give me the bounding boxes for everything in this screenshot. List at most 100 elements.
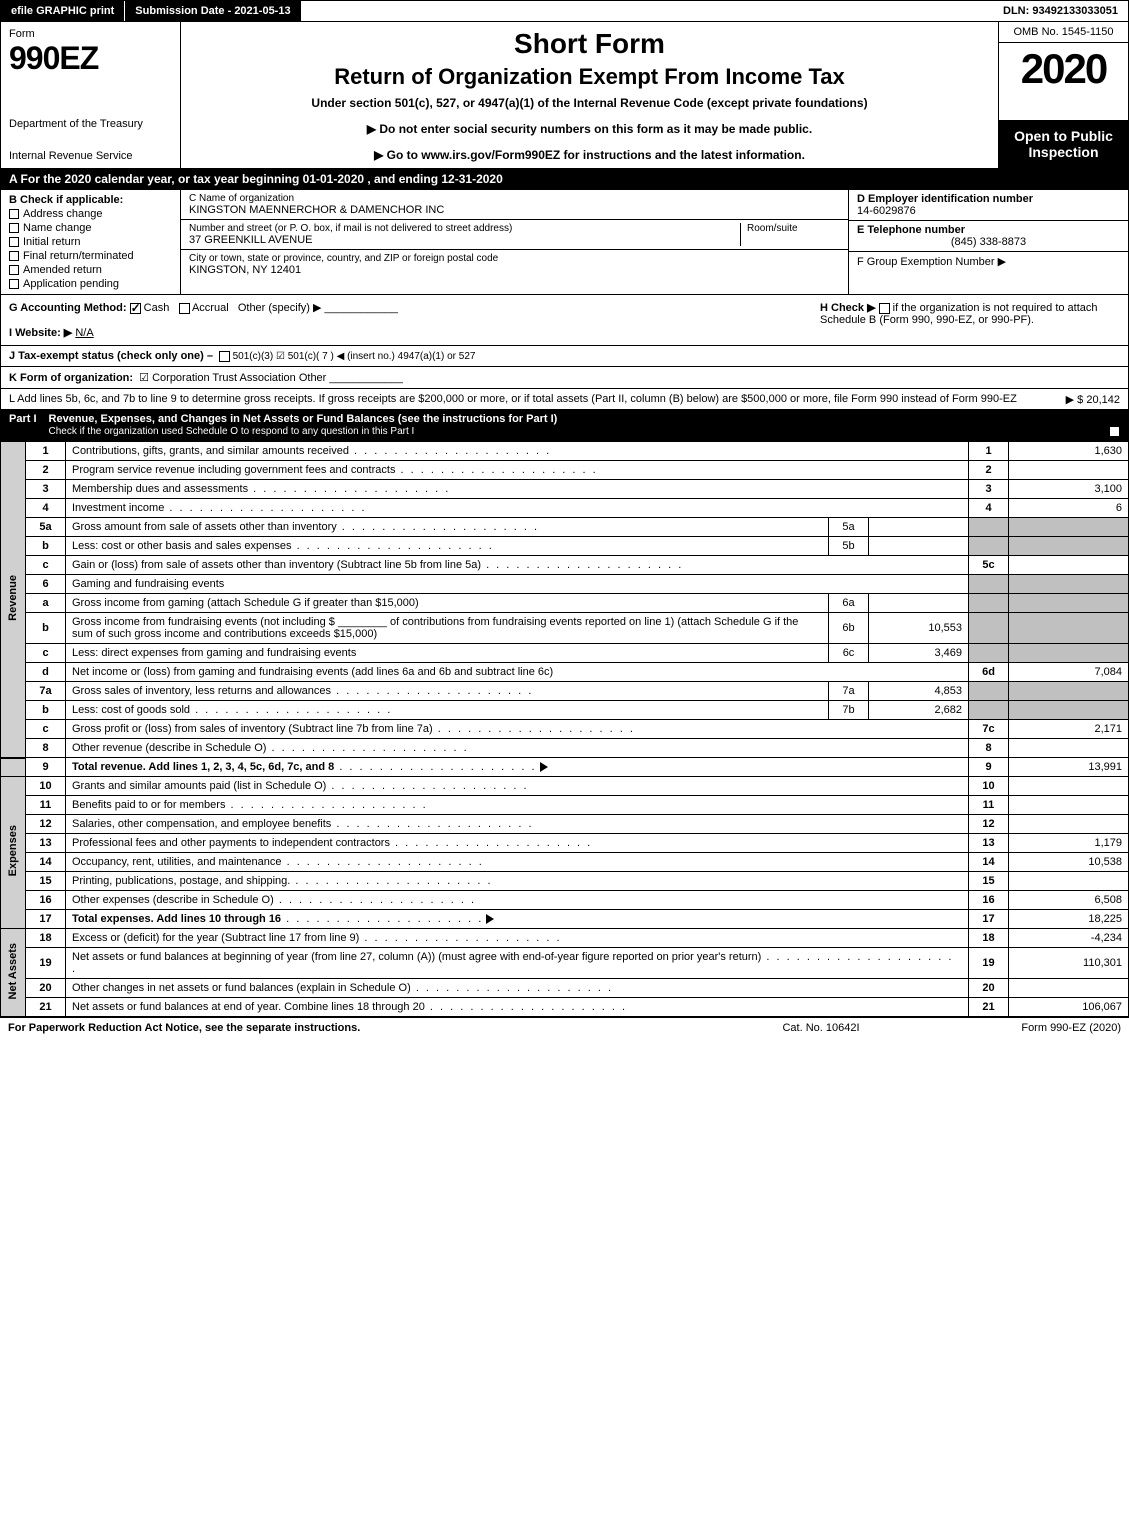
form-title-block: Short Form Return of Organization Exempt… xyxy=(181,22,998,168)
box-b: B Check if applicable: Address change Na… xyxy=(1,190,181,294)
ln-desc: Grants and similar amounts paid (list in… xyxy=(66,777,969,796)
ln-val: -4,234 xyxy=(1009,929,1129,948)
chk-501c3[interactable] xyxy=(219,351,230,362)
chk-label: Initial return xyxy=(23,236,80,248)
ln-desc: Less: cost or other basis and sales expe… xyxy=(66,537,829,556)
ln-box: 7c xyxy=(969,720,1009,739)
ln-box: 2 xyxy=(969,461,1009,480)
ln-desc: Net income or (loss) from gaming and fun… xyxy=(66,663,969,682)
ln-desc: Program service revenue including govern… xyxy=(66,461,969,480)
ln-desc: Salaries, other compensation, and employ… xyxy=(66,815,969,834)
shaded-cell xyxy=(1009,613,1129,644)
goto-link[interactable]: ▶ Go to www.irs.gov/Form990EZ for instru… xyxy=(191,148,988,162)
spacer-tab xyxy=(1,758,26,777)
cat-number: Cat. No. 10642I xyxy=(721,1022,921,1034)
ln-desc: Printing, publications, postage, and shi… xyxy=(66,872,969,891)
ln: 6 xyxy=(26,575,66,594)
ln: 7a xyxy=(26,682,66,701)
org-name-label: C Name of organization xyxy=(189,193,840,204)
line-l-row: L Add lines 5b, 6c, and 7b to line 9 to … xyxy=(0,389,1129,410)
ln-box: 18 xyxy=(969,929,1009,948)
street-value: 37 GREENKILL AVENUE xyxy=(189,234,740,246)
box-def: D Employer identification number 14-6029… xyxy=(848,190,1128,294)
ln-desc: Gain or (loss) from sale of assets other… xyxy=(66,556,969,575)
chk-final-return[interactable] xyxy=(9,251,19,261)
triangle-icon xyxy=(540,762,548,772)
chk-schedule-o[interactable] xyxy=(1109,426,1120,437)
box-g-label: G Accounting Method: xyxy=(9,302,127,314)
box-k-opts: ☑ Corporation Trust Association Other xyxy=(139,372,326,384)
box-i-label: I Website: ▶ xyxy=(9,327,72,339)
accounting-method-row: G Accounting Method: Cash Accrual Other … xyxy=(0,295,1129,346)
ln: b xyxy=(26,537,66,556)
ln-desc: Investment income xyxy=(66,499,969,518)
chk-address-change[interactable] xyxy=(9,209,19,219)
ln-val: 13,991 xyxy=(1009,758,1129,777)
ln-desc: Other revenue (describe in Schedule O) xyxy=(66,739,969,758)
other-label: Other (specify) ▶ xyxy=(238,302,322,314)
ln: 14 xyxy=(26,853,66,872)
box-k-label: K Form of organization: xyxy=(9,372,133,384)
chk-label: Name change xyxy=(23,222,92,234)
shaded-cell xyxy=(969,518,1009,537)
ln-desc: Membership dues and assessments xyxy=(66,480,969,499)
chk-initial-return[interactable] xyxy=(9,237,19,247)
ln-desc: Other changes in net assets or fund bala… xyxy=(66,979,969,998)
ln: 18 xyxy=(26,929,66,948)
form-of-org-row: K Form of organization: ☑ Corporation Tr… xyxy=(0,367,1129,389)
form-word: Form xyxy=(9,28,172,40)
form-id-block: Form 990EZ Department of the Treasury In… xyxy=(1,22,181,168)
form-header: Form 990EZ Department of the Treasury In… xyxy=(0,22,1129,169)
ln-val: 6,508 xyxy=(1009,891,1129,910)
chk-application-pending[interactable] xyxy=(9,279,19,289)
chk-accrual[interactable] xyxy=(179,303,190,314)
box-b-label: B Check if applicable: xyxy=(9,194,172,206)
part-1-label: Part I xyxy=(9,413,37,437)
ln-box: 16 xyxy=(969,891,1009,910)
ln: 19 xyxy=(26,948,66,979)
group-exemption-label: F Group Exemption Number ▶ xyxy=(857,255,1120,268)
city-label: City or town, state or province, country… xyxy=(189,253,840,264)
triangle-icon xyxy=(486,914,494,924)
shaded-cell xyxy=(1009,575,1129,594)
chk-label: Address change xyxy=(23,208,103,220)
chk-label: Amended return xyxy=(23,264,102,276)
ln-desc: Less: cost of goods sold xyxy=(66,701,829,720)
ln: 10 xyxy=(26,777,66,796)
ln: b xyxy=(26,701,66,720)
tax-year: 2020 xyxy=(999,43,1128,120)
open-to-public: Open to Public Inspection xyxy=(999,120,1128,168)
ln-desc: Gross income from fundraising events (no… xyxy=(66,613,829,644)
chk-name-change[interactable] xyxy=(9,223,19,233)
phone-value: (845) 338-8873 xyxy=(857,236,1120,248)
ln-desc: Gross income from gaming (attach Schedul… xyxy=(66,594,829,613)
efile-print-button[interactable]: efile GRAPHIC print xyxy=(1,1,125,21)
ln-sub-val xyxy=(869,518,969,537)
ln-desc: Gross profit or (loss) from sales of inv… xyxy=(66,720,969,739)
ln-box: 3 xyxy=(969,480,1009,499)
part-1-title: Revenue, Expenses, and Changes in Net As… xyxy=(49,413,558,425)
chk-schedule-b[interactable] xyxy=(879,303,890,314)
ln-sub-val: 10,553 xyxy=(869,613,969,644)
ln-sub: 5b xyxy=(829,537,869,556)
ln: 4 xyxy=(26,499,66,518)
submission-date-label: Submission Date - 2021-05-13 xyxy=(125,1,300,21)
chk-cash[interactable] xyxy=(130,303,141,314)
top-bar: efile GRAPHIC print Submission Date - 20… xyxy=(0,0,1129,22)
ln-box: 4 xyxy=(969,499,1009,518)
ln: b xyxy=(26,613,66,644)
ln-val xyxy=(1009,461,1129,480)
ln-sub: 6a xyxy=(829,594,869,613)
shaded-cell xyxy=(969,537,1009,556)
ln-val: 10,538 xyxy=(1009,853,1129,872)
ln-val xyxy=(1009,815,1129,834)
omb-number: OMB No. 1545-1150 xyxy=(999,22,1128,43)
chk-amended-return[interactable] xyxy=(9,265,19,275)
ln-box: 8 xyxy=(969,739,1009,758)
shaded-cell xyxy=(969,613,1009,644)
irs-label: Internal Revenue Service xyxy=(9,150,172,162)
ln-box: 12 xyxy=(969,815,1009,834)
website-value: N/A xyxy=(75,327,93,339)
net-assets-tab: Net Assets xyxy=(1,929,26,1017)
ln-val: 110,301 xyxy=(1009,948,1129,979)
